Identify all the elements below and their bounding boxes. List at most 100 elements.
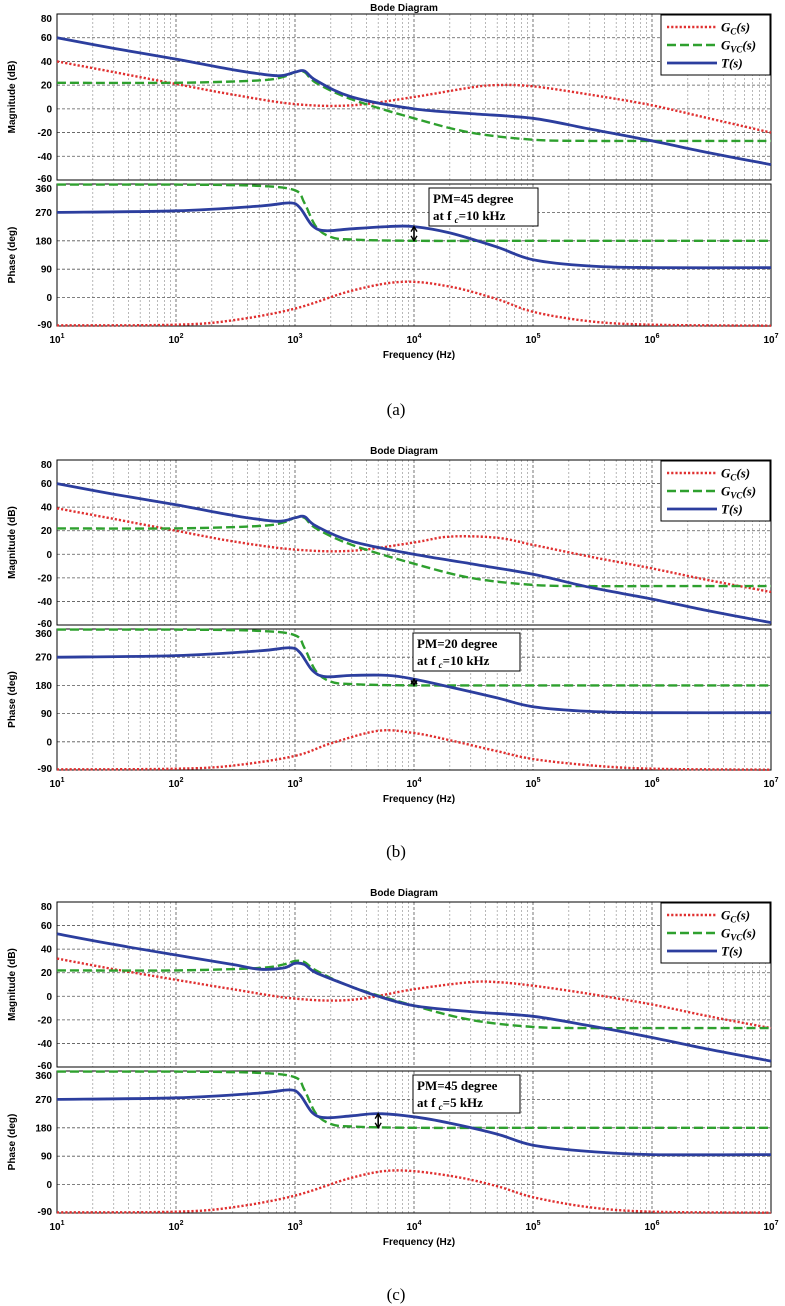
- magnitude-y-tick-label: 60: [41, 33, 53, 44]
- bode-chart-a: Bode Diagram 80 60 40 20 0 -20 -40 -60 Magnitude …: [7, 3, 779, 419]
- magnitude-y-tick-label: 80: [41, 902, 53, 913]
- magnitude-y-tick-label: 20: [41, 968, 53, 979]
- phase-y-axis-label: Phase (deg): [7, 671, 18, 728]
- magnitude-y-tick-label: 40: [41, 503, 53, 514]
- magnitude-axes-frame: [56, 13, 772, 181]
- magnitude-series-gc-line: [56, 507, 772, 594]
- magnitude-y-axis-label: Magnitude (dB): [7, 948, 18, 1021]
- phase-y-tick-label: 270: [35, 653, 52, 664]
- magnitude-y-tick-label: 0: [46, 550, 52, 561]
- x-tick-label: 103: [287, 1220, 302, 1233]
- phase-y-tick-label: -90: [38, 320, 53, 331]
- x-axis-label: Frequency (Hz): [383, 1237, 455, 1248]
- magnitude-series-t-line: [56, 932, 772, 1063]
- phase-y-tick-label: 360: [35, 184, 52, 195]
- legend-entry-t: T(s): [721, 944, 743, 959]
- arrowhead-bottom: [410, 235, 418, 243]
- figure-caption: (c): [387, 1285, 406, 1304]
- annotation-box: [428, 187, 539, 227]
- x-tick-label: 103: [287, 777, 302, 790]
- magnitude-y-tick-label: -60: [38, 1061, 53, 1072]
- bode-chart-c: Bode Diagram 80 60 40 20 0 -20 -40 -60 Magnitude …: [7, 888, 779, 1304]
- phase-series-gc-line: [56, 729, 772, 771]
- phase-margin-annotation: PM=45 degree at f c=10 kHz: [410, 187, 539, 243]
- magnitude-y-tick-label: -20: [38, 128, 53, 139]
- annotation-box: [412, 1074, 521, 1114]
- legend-box: [660, 460, 771, 522]
- x-axis-label: Frequency (Hz): [383, 794, 455, 805]
- phase-y-tick-label: 0: [46, 1180, 52, 1191]
- legend-entry-gc: GC(s): [721, 20, 750, 37]
- phase-axes-frame: [56, 628, 772, 771]
- x-tick-label: 104: [406, 1220, 421, 1233]
- magnitude-y-tick-label: 80: [41, 14, 53, 25]
- x-tick-label: 101: [49, 777, 64, 790]
- x-tick-label: 104: [406, 333, 421, 346]
- magnitude-y-tick-label: -20: [38, 573, 53, 584]
- phase-series-t-line: [56, 646, 772, 715]
- magnitude-y-tick-label: 40: [41, 945, 53, 956]
- magnitude-axes-frame: [56, 459, 772, 626]
- figure-caption: (a): [387, 400, 406, 419]
- x-tick-label: 104: [406, 777, 421, 790]
- magnitude-series-gc-line: [56, 957, 772, 1030]
- magnitude-series-t-line: [56, 482, 772, 624]
- arrowhead-top: [410, 225, 418, 232]
- x-tick-label: 102: [168, 777, 183, 790]
- phase-margin-annotation: PM=45 degree at f c=5 kHz: [374, 1074, 521, 1130]
- phase-series-t-line: [56, 1088, 772, 1157]
- x-tick-label: 105: [525, 777, 540, 790]
- legend-entry-t: T(s): [721, 56, 743, 71]
- magnitude-y-tick-label: -40: [38, 152, 53, 163]
- phase-axes-frame: [56, 183, 772, 327]
- legend-box: [660, 902, 771, 964]
- figure-caption: (b): [386, 842, 406, 861]
- x-axis-label: Frequency (Hz): [383, 350, 455, 361]
- annotation-line-1: PM=45 degree: [417, 1078, 498, 1093]
- phase-y-tick-label: 270: [35, 208, 52, 219]
- phase-axes-frame: [56, 1070, 772, 1214]
- annotation-line-2: at f c=10 kHz: [417, 653, 490, 670]
- phase-y-tick-label: 90: [41, 1152, 53, 1163]
- arrowhead-top: [374, 1112, 382, 1119]
- magnitude-y-tick-label: 0: [46, 992, 52, 1003]
- phase-y-tick-label: 90: [41, 265, 53, 276]
- magnitude-series-gvc-line: [56, 69, 771, 143]
- phase-y-tick-label: 90: [41, 709, 53, 720]
- phase-y-axis-label: Phase (deg): [7, 227, 18, 284]
- arrowhead-bottom: [410, 680, 418, 687]
- magnitude-y-tick-label: -60: [38, 619, 53, 630]
- magnitude-y-tick-label: -40: [38, 597, 53, 608]
- magnitude-y-tick-label: -20: [38, 1015, 53, 1026]
- bode-chart-b: Bode Diagram 80 60 40 20 0 -20 -40 -60 Magnitude …: [7, 446, 779, 861]
- phase-y-tick-label: 0: [46, 737, 52, 748]
- x-tick-label: 107: [763, 777, 778, 790]
- x-tick-label: 101: [49, 1220, 64, 1233]
- magnitude-y-tick-label: 20: [41, 526, 53, 537]
- phase-series-gvc-line: [56, 628, 771, 687]
- phase-series-gc-line: [56, 280, 772, 327]
- magnitude-y-tick-label: 60: [41, 921, 53, 932]
- x-tick-label: 102: [168, 333, 183, 346]
- arrowhead-bottom: [374, 1122, 382, 1130]
- x-tick-label: 105: [525, 333, 540, 346]
- magnitude-y-axis-label: Magnitude (dB): [7, 506, 18, 579]
- chart-title: Bode Diagram: [370, 888, 438, 899]
- magnitude-y-axis-label: Magnitude (dB): [7, 61, 18, 134]
- phase-y-tick-label: 180: [35, 681, 52, 692]
- legend-entry-t: T(s): [721, 502, 743, 517]
- phase-y-tick-label: 180: [35, 1123, 52, 1134]
- legend-entry-gc: GC(s): [721, 466, 750, 483]
- phase-y-tick-label: 0: [46, 293, 52, 304]
- legend: GC(s)GVC(s)T(s): [660, 902, 771, 964]
- phase-y-tick-label: 180: [35, 236, 52, 247]
- magnitude-y-tick-label: 40: [41, 57, 53, 68]
- phase-series-gc-line: [56, 1169, 772, 1214]
- magnitude-series-gc-line: [56, 60, 772, 134]
- magnitude-series-t-line: [56, 36, 772, 166]
- annotation-line-2: at f c=5 kHz: [417, 1095, 483, 1112]
- x-tick-label: 107: [763, 1220, 778, 1233]
- chart-title: Bode Diagram: [370, 3, 438, 14]
- magnitude-y-tick-label: 60: [41, 479, 53, 490]
